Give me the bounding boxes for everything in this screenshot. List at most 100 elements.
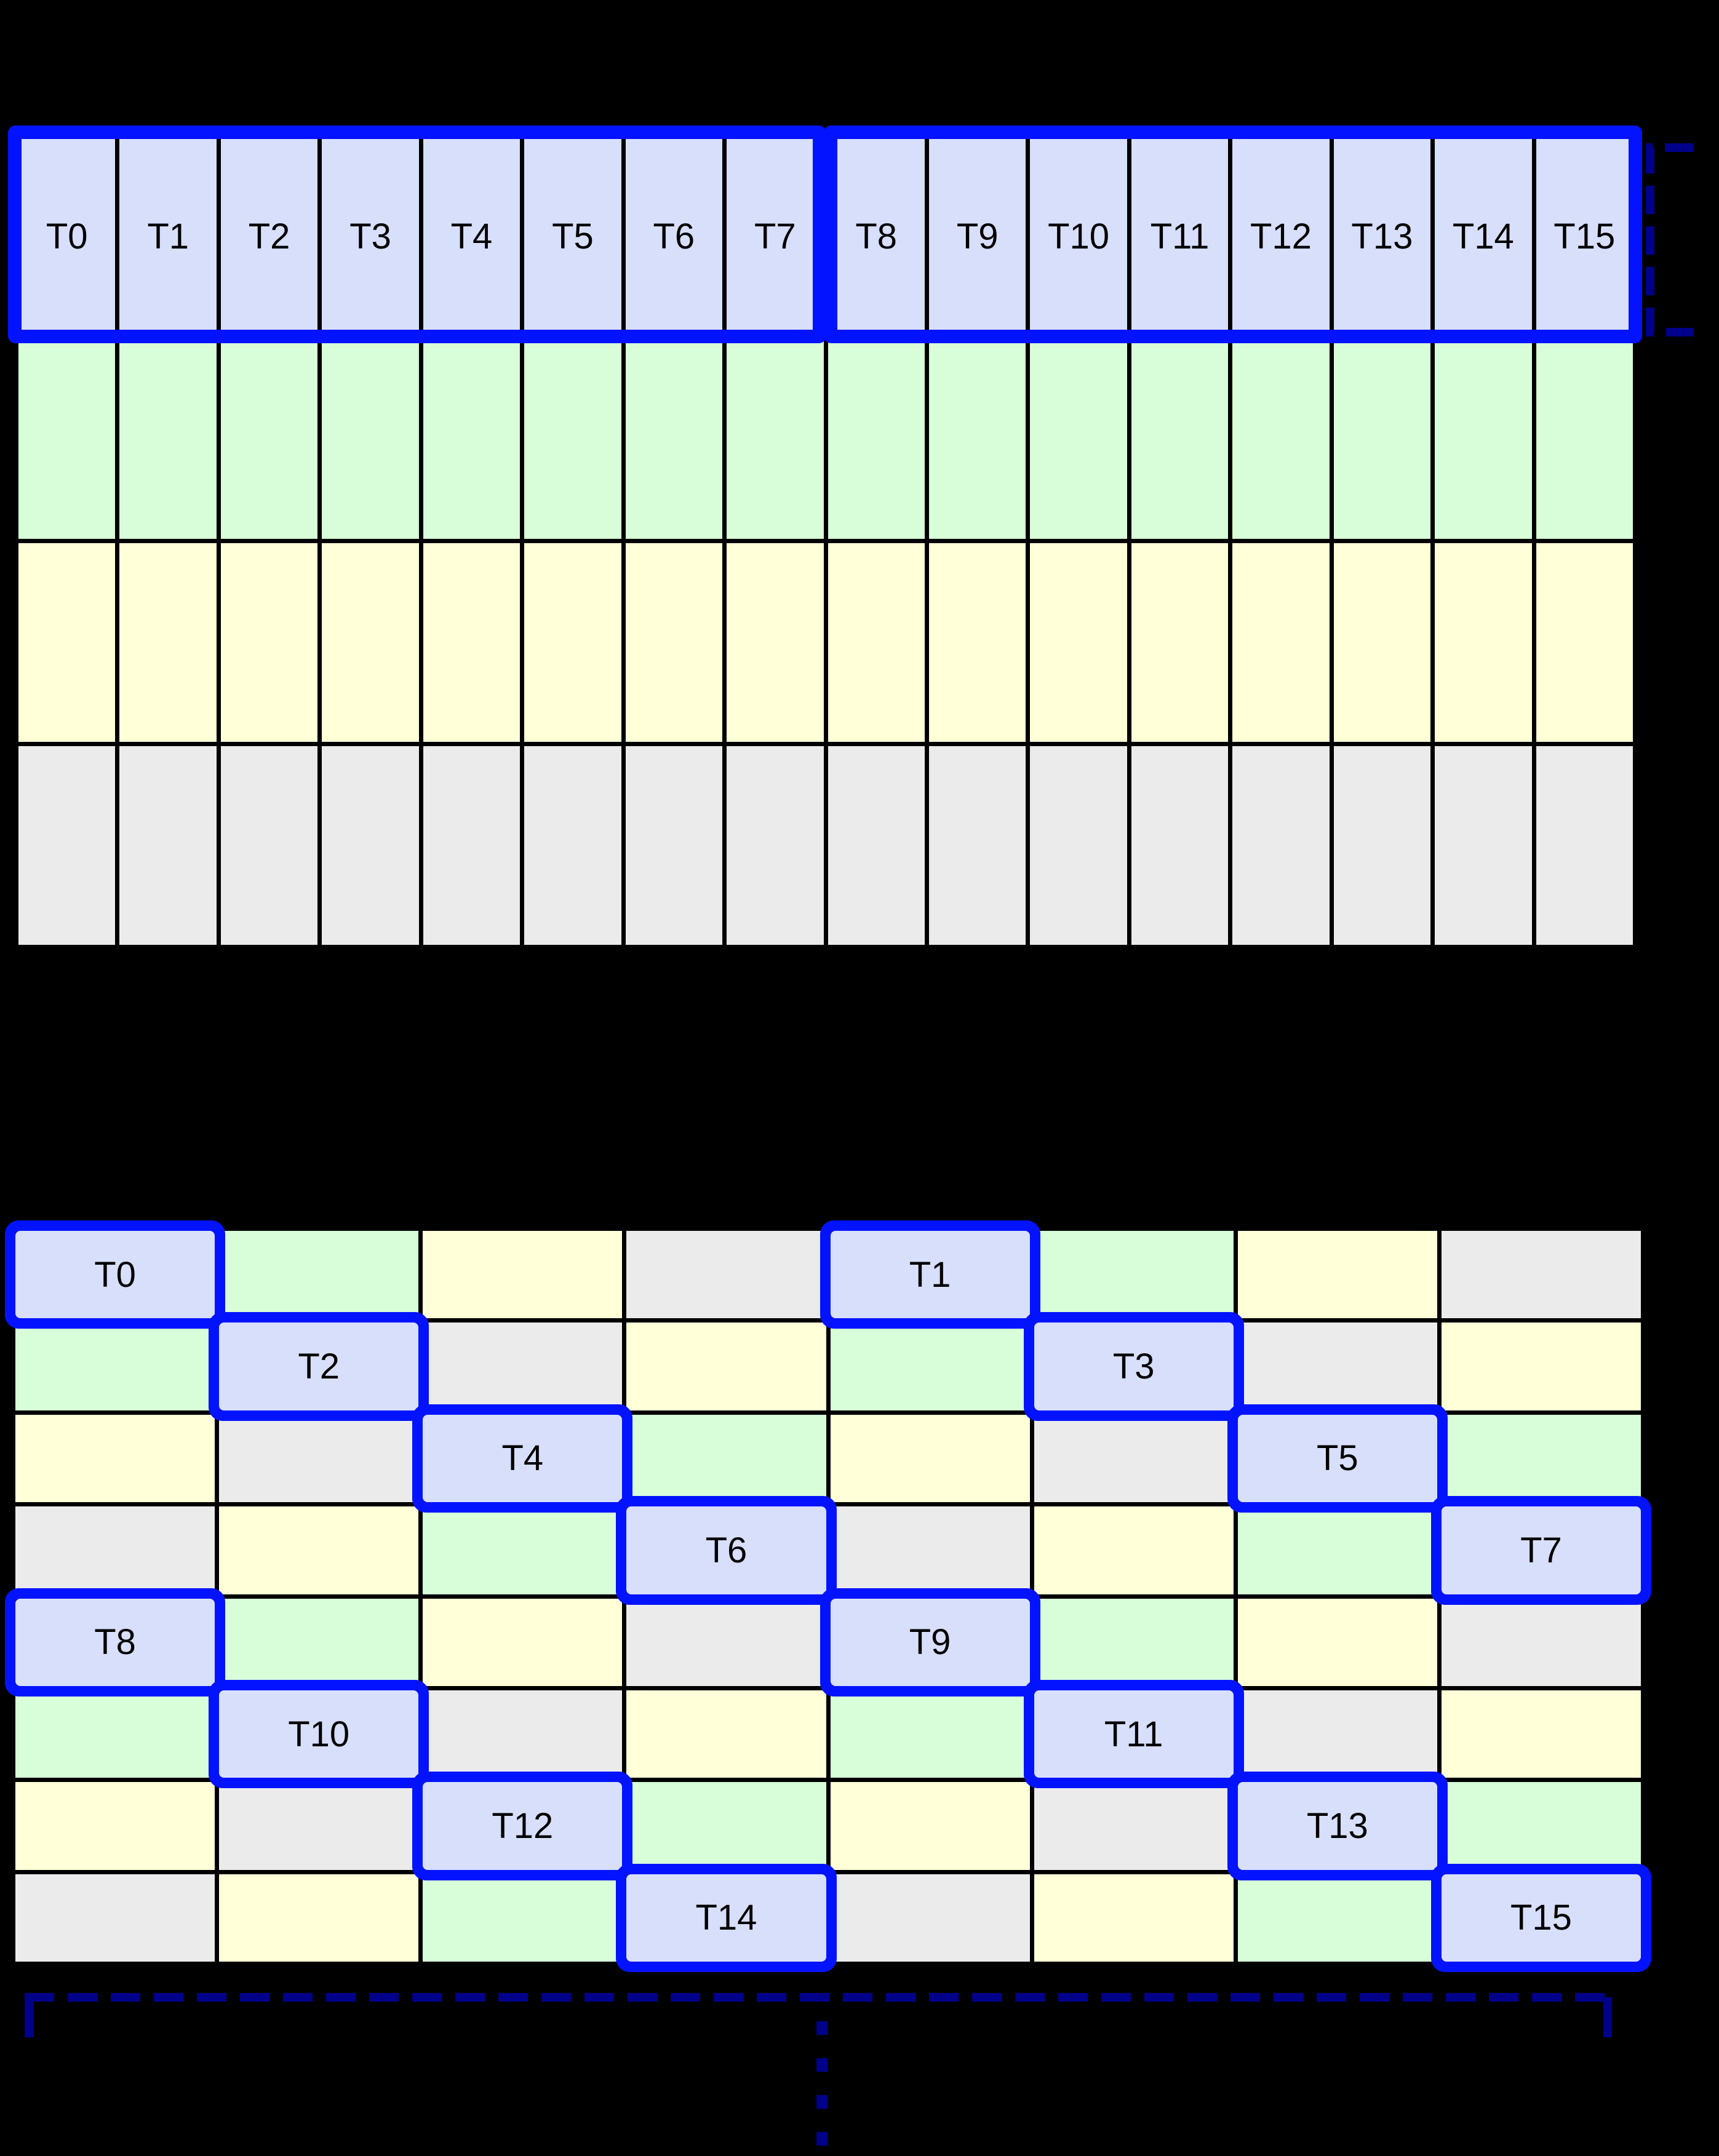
array-cell-yellow-r7c5	[1034, 1874, 1234, 1962]
array-cell-green-col13	[1333, 340, 1431, 539]
array-cell-gray-col15	[1536, 746, 1633, 945]
array-cell-gray-r7c4	[830, 1874, 1030, 1962]
array-cell-yellow-col15	[1536, 543, 1633, 742]
array-cell-green-r4c1	[219, 1598, 419, 1686]
array-cell-gray-col6	[625, 746, 723, 945]
array-cell-green-r1c0	[15, 1323, 215, 1410]
array-cell-gray-col9	[928, 746, 1026, 945]
array-cell-green-r3c6	[1237, 1506, 1437, 1594]
thread-cell-T5: T5	[524, 137, 621, 336]
thread-access-cell-T5: T5	[1237, 1414, 1437, 1503]
array-cell-green-col0	[18, 340, 116, 539]
array-cell-green-col12	[1232, 340, 1330, 539]
thread-cell-T0: T0	[18, 137, 116, 336]
thread-access-cell-T6: T6	[626, 1506, 826, 1594]
thread-cell-T10: T10	[1030, 137, 1127, 336]
array-cell-gray-r2c1	[219, 1414, 419, 1503]
thread-access-cell-T3: T3	[1034, 1323, 1234, 1410]
bottom-grid: T0 T1 T2 T3 T4 T5 T6 T7 T8 T9 T10 T11 T12 T13 T14 T15	[11, 1227, 1645, 1966]
thread-cell-T7: T7	[727, 137, 824, 336]
array-cell-yellow-r1c7	[1441, 1323, 1641, 1410]
array-cell-yellow-col3	[322, 543, 419, 742]
array-cell-yellow-col0	[18, 543, 116, 742]
array-cell-gray-col3	[322, 746, 419, 945]
array-cell-green-col3	[322, 340, 419, 539]
array-cell-green-r2c3	[626, 1414, 826, 1503]
array-cell-gray-r6c1	[219, 1782, 419, 1870]
array-cell-yellow-r1c3	[626, 1323, 826, 1410]
thread-access-cell-T9: T9	[830, 1598, 1030, 1686]
array-cell-yellow-col2	[220, 543, 318, 742]
array-cell-yellow-r5c3	[626, 1690, 826, 1778]
array-cell-gray-r1c6	[1237, 1323, 1437, 1410]
array-cell-yellow-r0c6	[1237, 1231, 1437, 1319]
thread-access-cell-T7: T7	[1441, 1506, 1641, 1594]
thread-access-cell-T4: T4	[423, 1414, 623, 1503]
array-cell-yellow-r0c2	[423, 1231, 623, 1319]
thread-cell-T1: T1	[119, 137, 217, 336]
array-cell-green-r1c4	[830, 1323, 1030, 1410]
array-cell-green-r6c7	[1441, 1782, 1641, 1870]
thread-cell-T14: T14	[1435, 137, 1532, 336]
array-cell-gray-r0c7	[1441, 1231, 1641, 1319]
thread-access-cell-T14: T14	[626, 1874, 826, 1962]
array-cell-gray-r5c6	[1237, 1690, 1437, 1778]
array-cell-gray-col1	[119, 746, 217, 945]
array-cell-green-col1	[119, 340, 217, 539]
thread-access-cell-T15: T15	[1441, 1874, 1641, 1962]
thread-cell-T4: T4	[423, 137, 520, 336]
array-cell-yellow-col9	[928, 543, 1026, 742]
thread-cell-T11: T11	[1131, 137, 1229, 336]
thread-cell-T3: T3	[322, 137, 419, 336]
array-cell-gray-col7	[727, 746, 824, 945]
array-cell-gray-col8	[828, 746, 925, 945]
array-cell-gray-r3c4	[830, 1506, 1030, 1594]
array-cell-yellow-r7c1	[219, 1874, 419, 1962]
array-cell-gray-col10	[1030, 746, 1127, 945]
array-cell-yellow-col12	[1232, 543, 1330, 742]
array-cell-green-r7c2	[423, 1874, 623, 1962]
array-cell-yellow-r6c0	[15, 1782, 215, 1870]
thread-cell-T8: T8	[828, 137, 925, 336]
array-cell-yellow-col4	[423, 543, 520, 742]
array-cell-yellow-r2c0	[15, 1414, 215, 1503]
array-cell-yellow-col6	[625, 543, 723, 742]
thread-access-cell-T11: T11	[1034, 1690, 1234, 1778]
thread-access-cell-T10: T10	[219, 1690, 419, 1778]
array-cell-yellow-r2c4	[830, 1414, 1030, 1503]
array-cell-green-col15	[1536, 340, 1633, 539]
array-cell-green-r2c7	[1441, 1414, 1641, 1503]
array-cell-gray-col13	[1333, 746, 1431, 945]
array-cell-green-col4	[423, 340, 520, 539]
array-cell-green-r4c5	[1034, 1598, 1234, 1686]
thread-access-cell-T1: T1	[830, 1231, 1030, 1319]
array-cell-gray-r4c7	[1441, 1598, 1641, 1686]
array-cell-yellow-r5c7	[1441, 1690, 1641, 1778]
array-cell-green-col11	[1131, 340, 1229, 539]
array-cell-green-col9	[928, 340, 1026, 539]
array-cell-green-r6c3	[626, 1782, 826, 1870]
array-cell-yellow-r4c2	[423, 1598, 623, 1686]
thread-access-cell-T2: T2	[219, 1323, 419, 1410]
array-cell-yellow-col5	[524, 543, 621, 742]
array-cell-yellow-col13	[1333, 543, 1431, 742]
array-cell-yellow-col1	[119, 543, 217, 742]
array-cell-yellow-col14	[1435, 543, 1532, 742]
array-cell-green-col7	[727, 340, 824, 539]
top-grid: T0 T1 T2 T3 T4 T5 T6 T7 T8 T9 T10 T11 T12 T13 T14 T15	[14, 133, 1637, 949]
array-cell-gray-r6c5	[1034, 1782, 1234, 1870]
array-cell-yellow-r6c4	[830, 1782, 1030, 1870]
thread-access-cell-T13: T13	[1237, 1782, 1437, 1870]
thread-cell-T6: T6	[625, 137, 723, 336]
array-cell-gray-r0c3	[626, 1231, 826, 1319]
thread-cell-T13: T13	[1333, 137, 1431, 336]
array-cell-gray-r4c3	[626, 1598, 826, 1686]
array-cell-yellow-r3c1	[219, 1506, 419, 1594]
array-cell-gray-col5	[524, 746, 621, 945]
array-cell-gray-col11	[1131, 746, 1229, 945]
thread-cell-T12: T12	[1232, 137, 1330, 336]
thread-access-cell-T8: T8	[15, 1598, 215, 1686]
array-cell-green-col8	[828, 340, 925, 539]
array-cell-yellow-col8	[828, 543, 925, 742]
